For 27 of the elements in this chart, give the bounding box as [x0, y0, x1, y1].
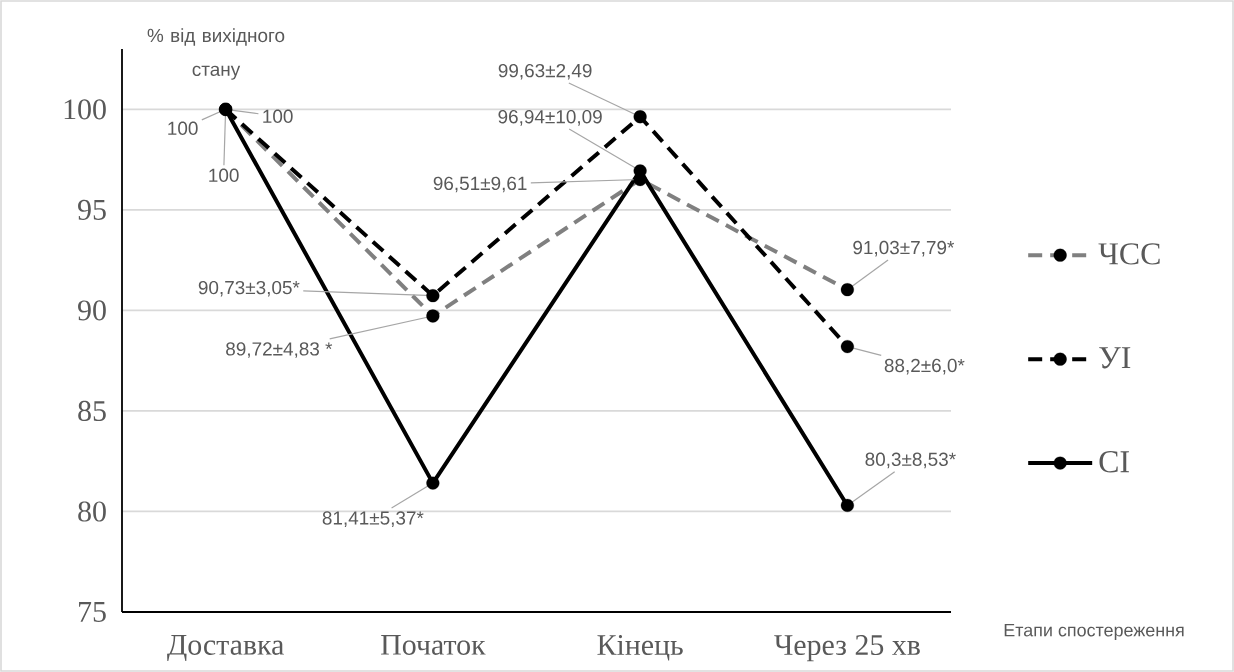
data-label: 100 — [263, 109, 293, 124]
y-tick-label: 75 — [79, 602, 106, 622]
data-label: 99,63±2,49 — [498, 63, 592, 80]
data-label: 80,3±8,53* — [865, 452, 956, 469]
legend-label: ЧСС — [1098, 243, 1160, 265]
data-label: 88,2±6,0* — [884, 358, 965, 375]
y-tick-label: 85 — [78, 400, 106, 421]
data-label: 89,72±4,83 * — [226, 342, 333, 358]
y-tick-label: 100 — [64, 99, 106, 120]
data-label: 96,51±9,61 — [433, 176, 527, 193]
data-label: 100 — [209, 168, 239, 183]
data-label: 90,73±3,05* — [198, 280, 300, 297]
x-tick-label: Початок — [381, 635, 486, 655]
data-label: 81,41±5,37* — [322, 511, 424, 527]
legend-label: СІ — [1099, 451, 1129, 473]
y-tick-label: 95 — [78, 199, 106, 220]
y-tick-label: 80 — [78, 501, 106, 522]
data-label: 96,94±10,09 — [498, 110, 602, 126]
text: Етапи спостереження — [1004, 623, 1184, 641]
x-tick-label: Через 25 хв — [774, 635, 920, 662]
data-label: 100 — [168, 121, 198, 136]
data-label: 91,03±7,79* — [853, 240, 955, 257]
y-tick-label: 90 — [78, 300, 106, 321]
legend-label: УІ — [1099, 347, 1131, 369]
y-axis-title: % від вихідного стану — [147, 28, 285, 80]
x-tick-label: Кінець — [597, 635, 683, 661]
x-tick-label: Доставка — [167, 635, 284, 661]
